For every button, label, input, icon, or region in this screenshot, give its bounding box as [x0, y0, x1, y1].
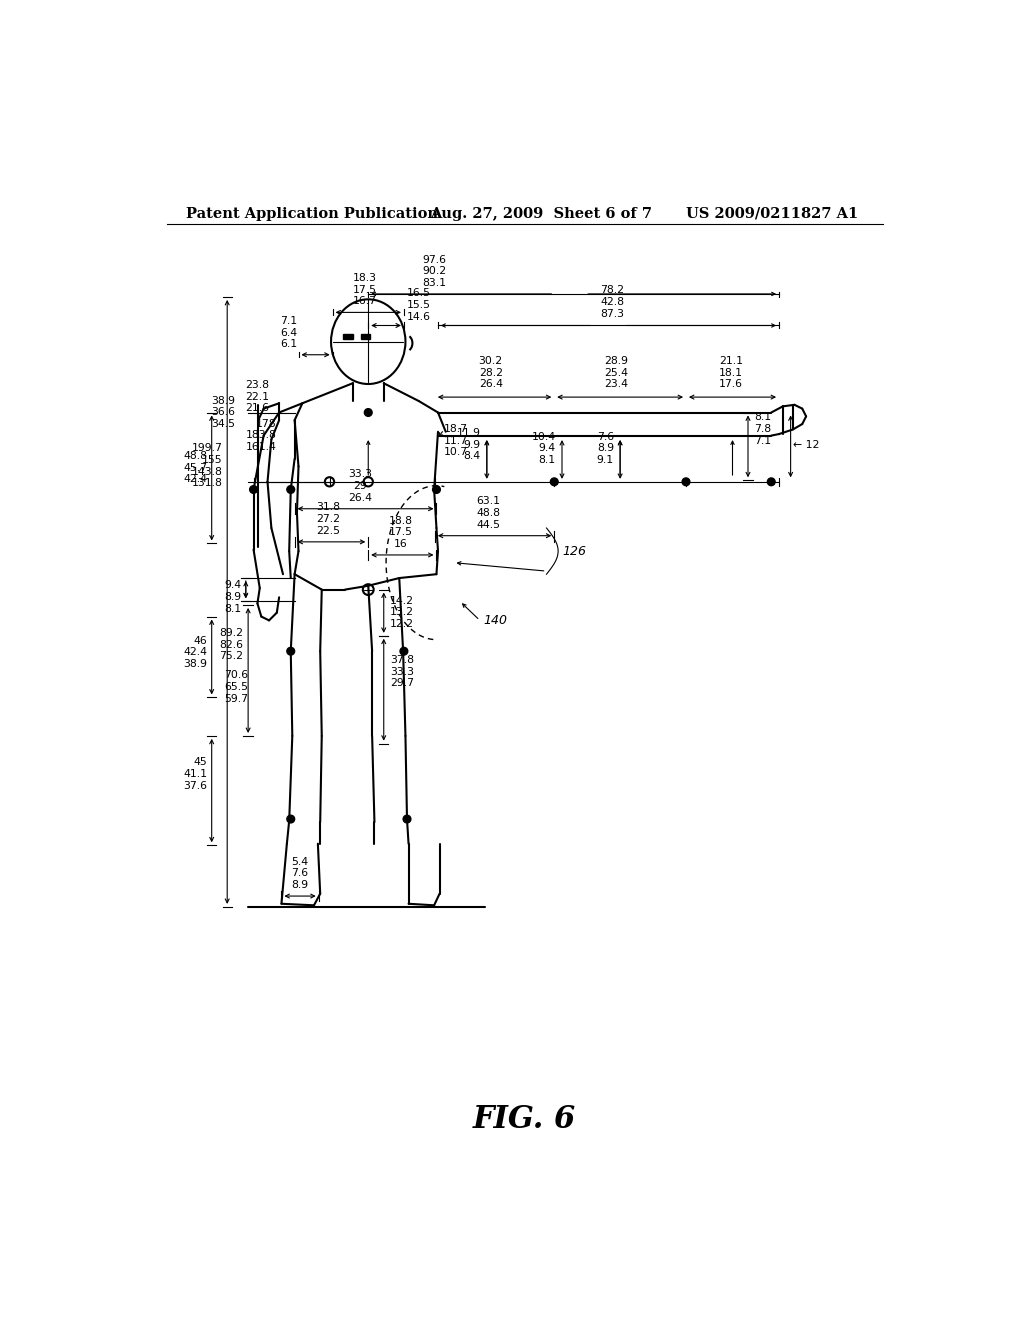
Text: 46
42.4
38.9: 46 42.4 38.9: [183, 636, 207, 669]
Text: ← 12: ← 12: [793, 440, 819, 450]
Text: 199.7
155
143.8
131.8: 199.7 155 143.8 131.8: [191, 444, 222, 488]
Text: 70.6
65.5
59.7: 70.6 65.5 59.7: [224, 671, 248, 704]
Circle shape: [287, 647, 295, 655]
Text: 18.3
17.5
16.7: 18.3 17.5 16.7: [352, 273, 377, 306]
Text: 8.1
7.8
7.1: 8.1 7.8 7.1: [755, 412, 771, 446]
Circle shape: [400, 647, 408, 655]
Text: 5.4
7.6
8.9: 5.4 7.6 8.9: [292, 857, 308, 890]
Text: 45
41.1
37.6: 45 41.1 37.6: [183, 758, 207, 791]
Circle shape: [287, 486, 295, 494]
Circle shape: [250, 486, 257, 494]
Text: 126: 126: [562, 545, 586, 557]
Text: 9.4
8.9
8.1: 9.4 8.9 8.1: [224, 581, 241, 614]
Text: 89.2
82.6
75.2: 89.2 82.6 75.2: [219, 628, 244, 661]
Text: FIG. 6: FIG. 6: [473, 1104, 577, 1135]
Circle shape: [550, 478, 558, 486]
Circle shape: [403, 816, 411, 822]
Text: Patent Application Publication: Patent Application Publication: [186, 207, 438, 220]
Text: 11.9
9.9
8.4: 11.9 9.9 8.4: [457, 428, 480, 461]
Text: 63.1
48.8
44.5: 63.1 48.8 44.5: [476, 496, 501, 529]
Circle shape: [365, 409, 372, 416]
Text: 28.9
25.4
23.4: 28.9 25.4 23.4: [604, 356, 629, 389]
Text: 16.5
15.5
14.6: 16.5 15.5 14.6: [407, 289, 431, 322]
Circle shape: [287, 816, 295, 822]
Circle shape: [767, 478, 775, 486]
Text: 7.6
8.9
9.1: 7.6 8.9 9.1: [597, 432, 614, 465]
Text: 31.8
27.2
22.5: 31.8 27.2 22.5: [316, 503, 340, 536]
Bar: [360, 334, 370, 339]
Text: 10.4
9.4
8.1: 10.4 9.4 8.1: [531, 432, 556, 465]
Text: 38.9
36.6
34.5: 38.9 36.6 34.5: [211, 396, 234, 429]
Text: 18.8
17.5
16: 18.8 17.5 16: [389, 516, 413, 549]
Circle shape: [682, 478, 690, 486]
Text: 37.8
33.3
29.7: 37.8 33.3 29.7: [390, 655, 414, 688]
Bar: [343, 334, 352, 339]
Text: 33.3
29
26.4: 33.3 29 26.4: [348, 470, 373, 503]
Circle shape: [432, 486, 440, 494]
Text: 30.2
28.2
26.4: 30.2 28.2 26.4: [478, 356, 503, 389]
Text: 23.8
22.1
21.6: 23.8 22.1 21.6: [245, 380, 269, 413]
Text: 78.2
42.8
87.3: 78.2 42.8 87.3: [600, 285, 625, 318]
Text: 7.1
6.4
6.1: 7.1 6.4 6.1: [280, 317, 297, 350]
Text: 18.7
11.7
10.7: 18.7 11.7 10.7: [444, 424, 468, 457]
Text: US 2009/0211827 A1: US 2009/0211827 A1: [686, 207, 858, 220]
Text: 140: 140: [483, 614, 507, 627]
Text: 14.2
13.2
12.2: 14.2 13.2 12.2: [390, 595, 414, 628]
Text: Aug. 27, 2009  Sheet 6 of 7: Aug. 27, 2009 Sheet 6 of 7: [430, 207, 652, 220]
Text: 48.8
45.7
42.4: 48.8 45.7 42.4: [183, 451, 207, 484]
Text: 21.1
18.1
17.6: 21.1 18.1 17.6: [719, 356, 743, 389]
Text: 178
183.8
161.4: 178 183.8 161.4: [246, 418, 276, 451]
Text: 97.6
90.2
83.1: 97.6 90.2 83.1: [422, 255, 446, 288]
